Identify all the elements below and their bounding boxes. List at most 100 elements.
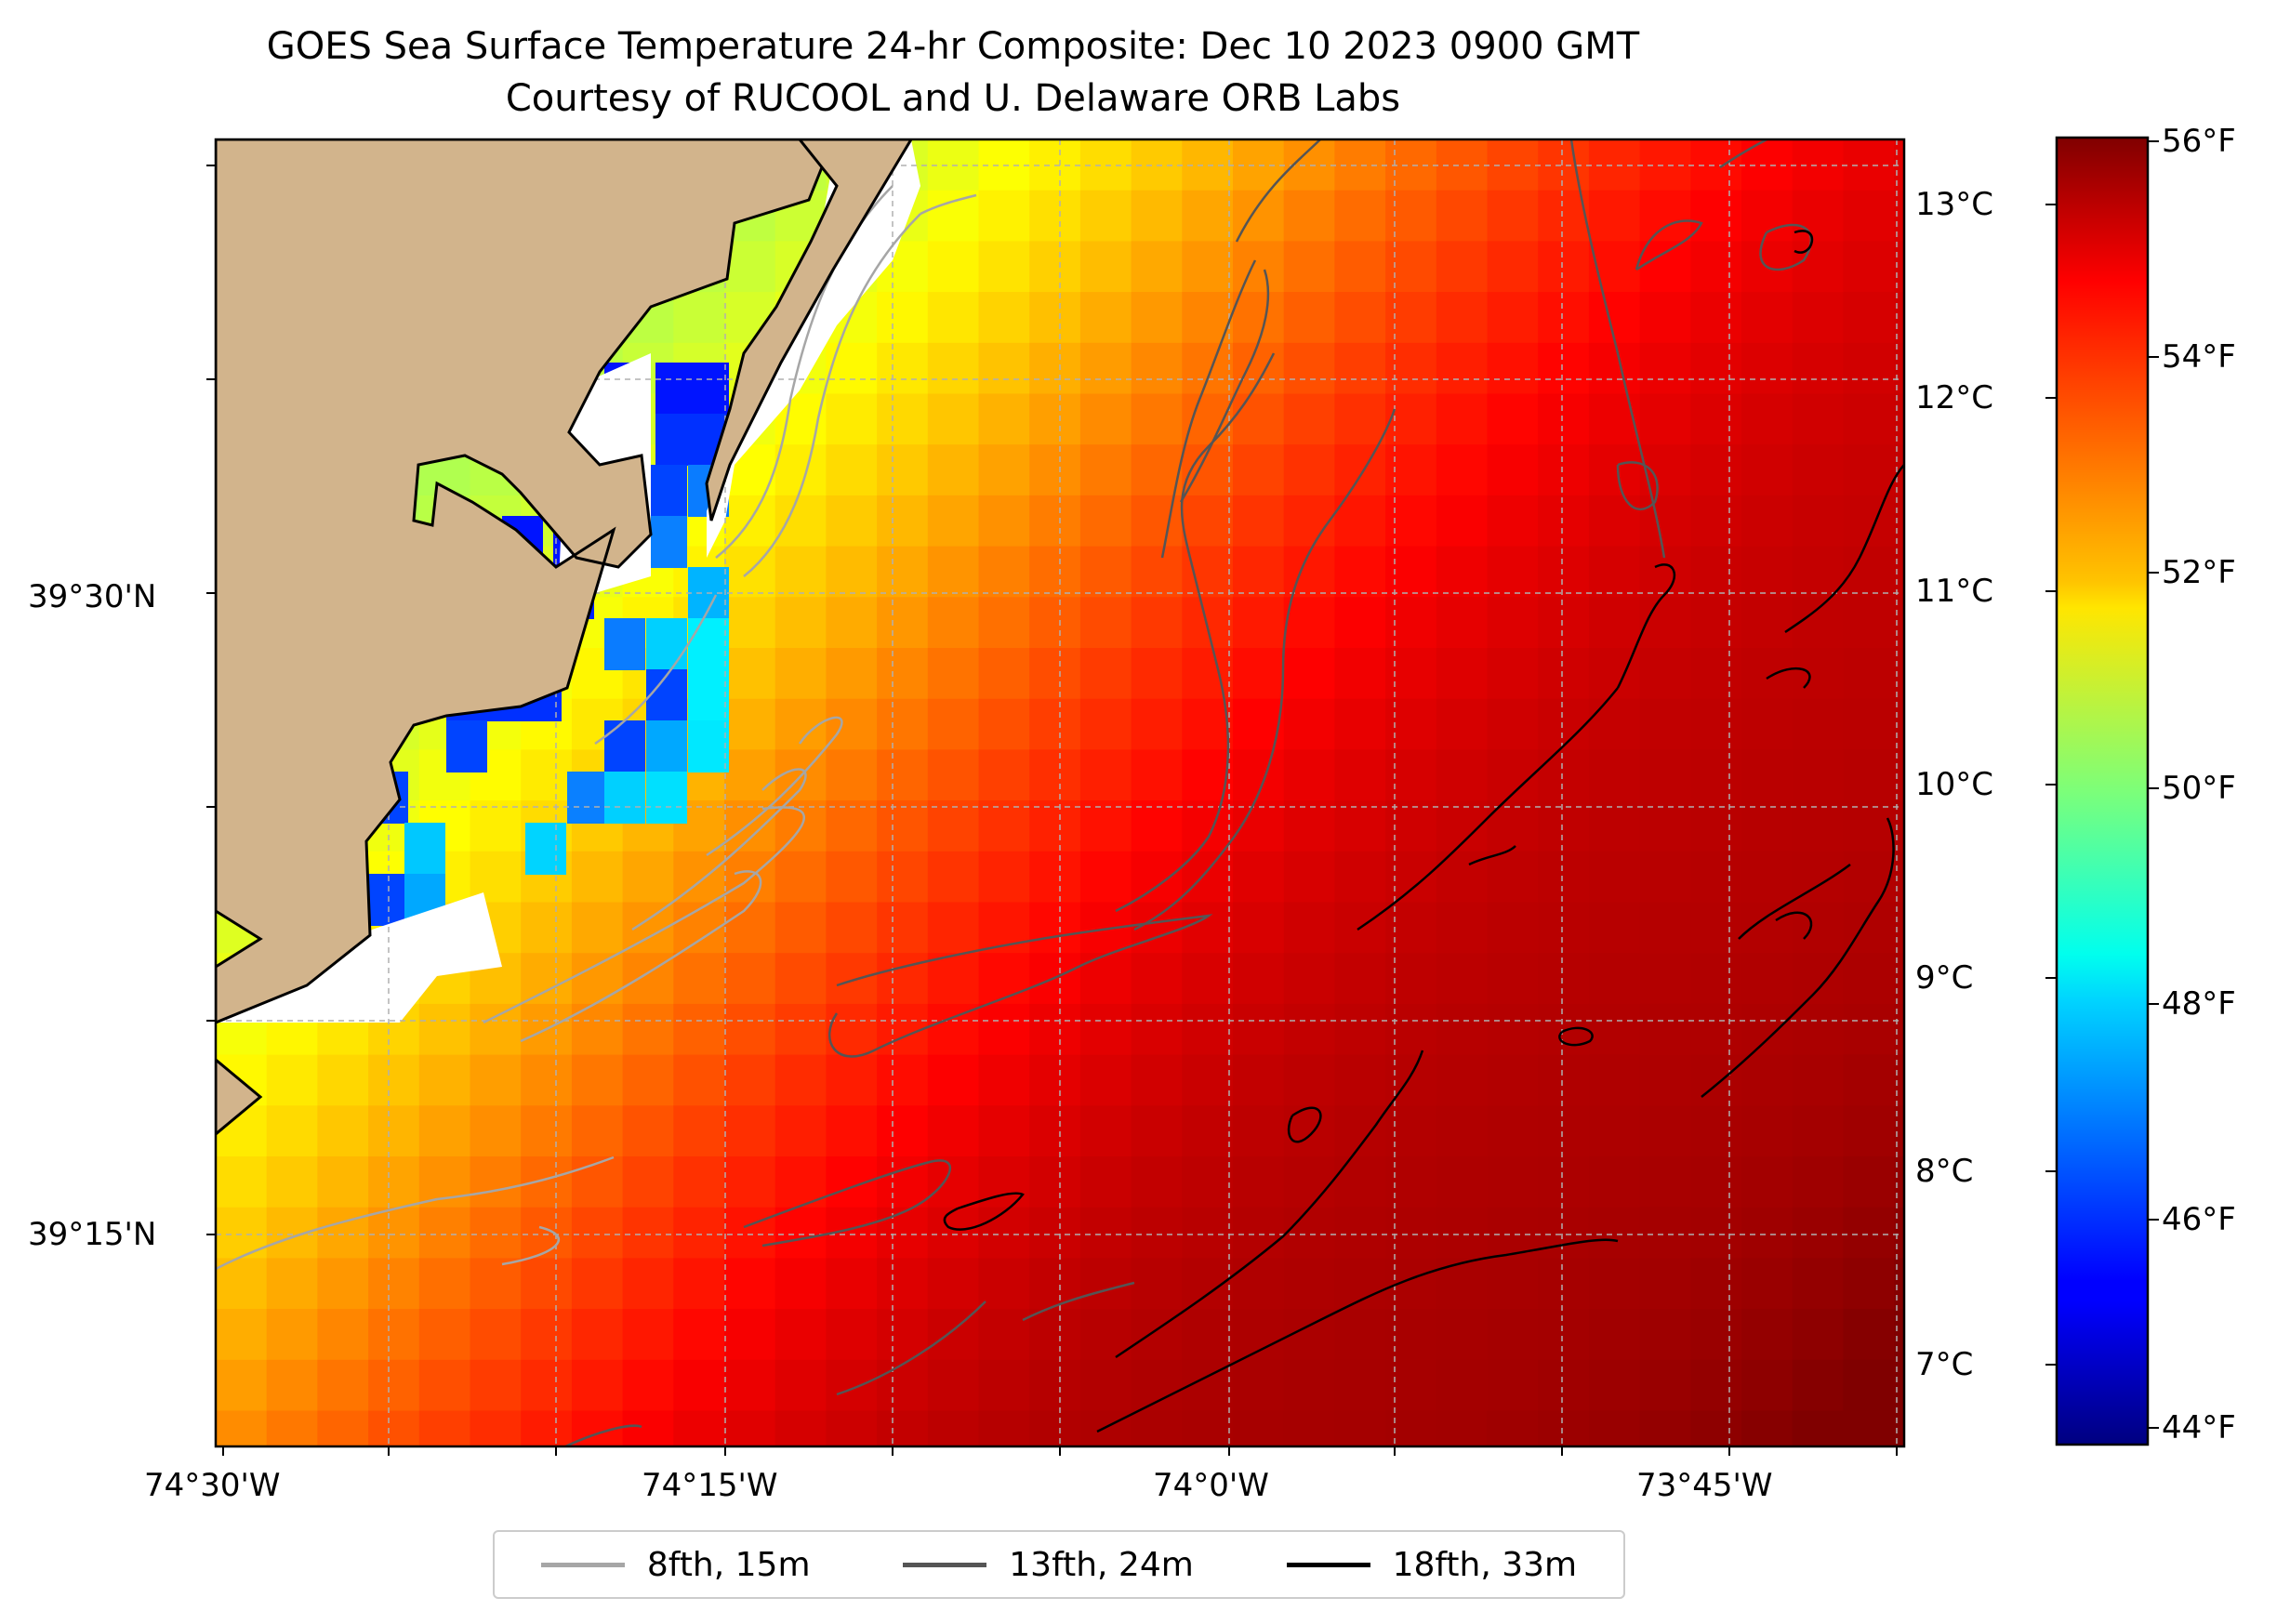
sst-cell — [266, 1207, 318, 1259]
sst-cell — [927, 1309, 980, 1361]
sst-cell — [1843, 292, 1895, 344]
sst-cell — [1588, 1359, 1641, 1412]
sst-cell — [1131, 1410, 1183, 1446]
colorbar-celsius-label: 13°C — [1915, 186, 1994, 223]
sst-cell — [1690, 546, 1742, 598]
sst-cell — [571, 1105, 624, 1157]
sst-cell — [1690, 1309, 1742, 1361]
sst-cell — [1588, 698, 1641, 750]
sst-cell — [521, 902, 573, 954]
sst-cell — [724, 241, 776, 293]
sst-cell — [1334, 444, 1386, 496]
sst-cell — [673, 1410, 725, 1446]
sst-cell — [724, 1258, 776, 1310]
sst-cell — [368, 1410, 420, 1446]
sst-cell — [470, 1207, 522, 1259]
sst-cell — [1741, 1410, 1794, 1446]
sst-cell — [1843, 1105, 1895, 1157]
sst-cell — [826, 749, 878, 801]
sst-cell — [1741, 800, 1794, 852]
sst-cell — [1639, 902, 1691, 954]
sst-cell — [1029, 1207, 1081, 1259]
sst-cell — [1639, 597, 1691, 649]
sst-cell — [1487, 393, 1539, 445]
sst-cell — [826, 342, 878, 395]
sst-cell — [622, 1156, 674, 1208]
sst-cell — [927, 851, 980, 904]
sst-cell — [1233, 241, 1285, 293]
sst-cell — [1436, 1003, 1489, 1056]
sst-cell — [470, 1156, 522, 1208]
sst-cell — [521, 1054, 573, 1106]
sst-cell — [774, 1003, 827, 1056]
sst-cell — [1079, 546, 1132, 598]
sst-cell — [1894, 851, 1904, 904]
sst-cell — [1894, 139, 1904, 191]
sst-cell — [1487, 1105, 1539, 1157]
colorbar-fahrenheit-label: 54°F — [2162, 338, 2236, 376]
sst-cell — [1182, 1003, 1234, 1056]
sst-cell — [216, 1309, 268, 1361]
sst-cell — [1894, 800, 1904, 852]
sst-cell — [1690, 953, 1742, 1005]
sst-cell — [1588, 597, 1641, 649]
sst-cell — [978, 597, 1030, 649]
colorbar-gradient — [2055, 136, 2150, 1446]
sst-cell — [774, 851, 827, 904]
chart-subtitle: Courtesy of RUCOOL and U. Delaware ORB L… — [505, 77, 1401, 120]
sst-cell — [1131, 444, 1183, 496]
sst-cell-cold — [604, 772, 645, 824]
sst-cell — [317, 1359, 369, 1412]
colorbar-fahrenheit-label: 44°F — [2162, 1409, 2236, 1446]
sst-cell — [1487, 1156, 1539, 1208]
sst-cell — [1588, 342, 1641, 395]
sst-cell — [1283, 1003, 1335, 1056]
sst-cell — [1538, 851, 1590, 904]
sst-cell — [1233, 1054, 1285, 1106]
sst-cell — [978, 1054, 1030, 1106]
sst-cell — [1843, 648, 1895, 700]
sst-cell — [216, 1410, 268, 1446]
sst-cell — [1487, 342, 1539, 395]
sst-cell — [1538, 444, 1590, 496]
colorbar-fahrenheit-label: 46°F — [2162, 1201, 2236, 1238]
sst-cell — [1079, 190, 1132, 242]
sst-cell — [1843, 597, 1895, 649]
sst-cell — [1487, 597, 1539, 649]
sst-cell — [1538, 800, 1590, 852]
sst-cell — [1690, 342, 1742, 395]
sst-cell — [724, 1054, 776, 1106]
sst-cell — [724, 953, 776, 1005]
sst-cell — [774, 1054, 827, 1106]
sst-cell — [826, 1309, 878, 1361]
sst-cell — [1233, 1003, 1285, 1056]
sst-cell — [1233, 1359, 1285, 1412]
sst-cell — [1233, 902, 1285, 954]
sst-cell — [1436, 902, 1489, 954]
sst-cell — [317, 1258, 369, 1310]
sst-cell — [927, 1156, 980, 1208]
sst-cell — [1639, 851, 1691, 904]
sst-cell — [774, 953, 827, 1005]
sst-cell — [1233, 292, 1285, 344]
sst-cell — [1334, 1054, 1386, 1106]
sst-cell — [1588, 1054, 1641, 1106]
sst-cell — [368, 1258, 420, 1310]
sst-cell — [1741, 1207, 1794, 1259]
sst-cell — [418, 1003, 471, 1056]
sst-cell — [927, 241, 980, 293]
sst-cell — [1792, 902, 1844, 954]
sst-cell — [774, 1410, 827, 1446]
sst-cell — [418, 1105, 471, 1157]
sst-cell — [877, 953, 929, 1005]
sst-cell — [1690, 1207, 1742, 1259]
sst-cell — [1334, 1207, 1386, 1259]
sst-cell — [216, 1156, 268, 1208]
sst-cell — [1894, 393, 1904, 445]
sst-cell — [1131, 342, 1183, 395]
sst-cell — [1487, 698, 1539, 750]
sst-cell — [927, 800, 980, 852]
sst-cell — [1182, 1054, 1234, 1106]
sst-cell — [1436, 292, 1489, 344]
